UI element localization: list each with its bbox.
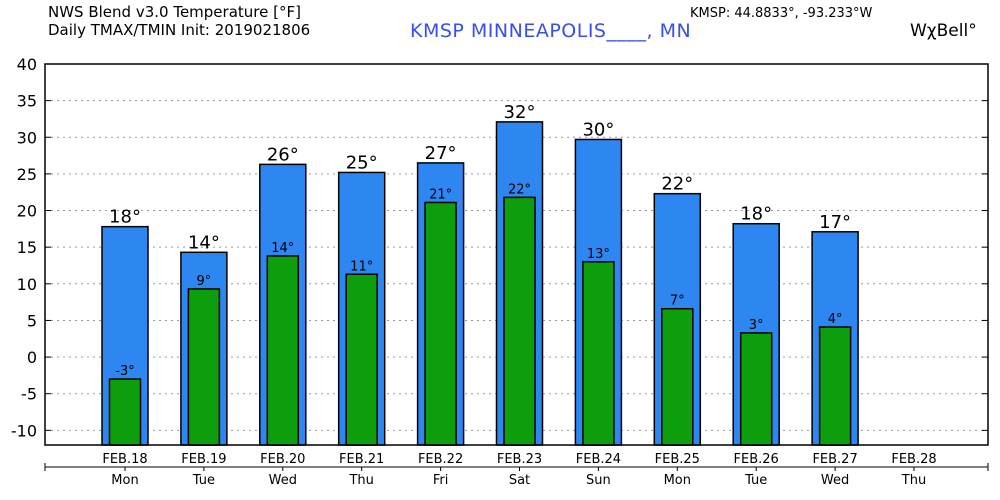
x-weekday-label: Fri [433,473,449,488]
tmin-label: 21° [429,187,452,202]
tmin-label: 9° [197,274,212,289]
tmin-label: 7° [670,294,685,309]
y-tick-label: 25 [17,165,37,184]
x-weekday-label: Thu [348,473,373,488]
tmin-bar [818,326,852,446]
y-tick-label: 30 [17,128,37,147]
x-date-label: FEB.21 [339,452,384,467]
plot-frame [44,63,989,446]
tmin-bar [739,332,773,446]
x-date-label: FEB.28 [891,452,936,467]
x-date-label: FEB.24 [576,452,621,467]
tmax-label: 25° [346,152,378,173]
x-weekday-label: Sun [586,473,611,488]
tmin-bar [108,378,142,446]
y-tick-label: 5 [27,311,37,330]
tmax-label: 18° [109,207,141,228]
x-weekday-label: Mon [111,473,138,488]
tmax-label: 22° [661,174,693,195]
x-weekday-label: Tue [192,473,215,488]
x-date-label: FEB.26 [734,452,779,467]
x-date-label: FEB.22 [418,452,463,467]
tmin-label: -3° [115,364,134,379]
y-tick-label: 20 [17,202,37,221]
tmax-label: 18° [740,204,772,225]
x-date-label: FEB.27 [812,452,857,467]
y-tick-label: -10 [11,421,37,440]
tmin-bar [187,288,221,446]
y-tick-label: 0 [27,348,37,367]
station-name: KMSP MINNEAPOLIS____, MN [410,20,692,42]
tmax-label: 27° [425,143,457,164]
x-weekday-label: Tue [744,473,767,488]
tmin-label: 22° [508,182,531,197]
tmin-label: 11° [350,259,373,274]
tmin-bar [424,201,457,446]
x-weekday-label: Mon [664,473,691,488]
y-tick-label: 40 [17,55,37,74]
brand-logo: WχBell° [910,21,977,41]
tmin-bar [345,273,378,446]
tmin-bar [582,261,615,446]
tmax-label: 14° [188,232,220,253]
x-weekday-label: Wed [269,473,297,488]
tmax-label: 32° [504,102,536,123]
x-weekday-label: Thu [901,473,926,488]
x-weekday-label: Sat [509,473,530,488]
axis-layer: 40 35 30 25 20 15 10 5 0 -5 -10 FEB.18 Mon FEB.19 Tue F… [11,55,989,488]
bars-layer: 18° -3° 14° 9° 26° 14° 25° 11° 27° 21° 32° 22° 30° 13… [101,102,859,446]
x-date-label: FEB.20 [260,452,305,467]
y-tick-label: -5 [21,385,37,404]
tmin-label: 4° [828,312,843,327]
tmax-label: 30° [582,119,614,140]
tmin-bar [266,255,300,446]
chart-title: NWS Blend v3.0 Temperature [°F] [48,3,301,21]
x-date-label: FEB.25 [655,452,700,467]
x-weekday-label: Wed [821,473,849,488]
tmin-label: 14° [271,241,294,256]
x-date-label: FEB.23 [497,452,542,467]
tmin-bar [661,307,694,446]
tmin-bar [503,196,536,446]
y-tick-label: 35 [17,92,37,111]
y-tick-label: 10 [17,275,37,294]
x-date-label: FEB.19 [181,452,226,467]
y-tick-label: 15 [17,238,37,257]
tmax-label: 26° [267,144,299,165]
tmin-label: 13° [587,247,610,262]
station-coordinates: KMSP: 44.8833°, -93.233°W [690,6,873,21]
tmin-label: 3° [749,318,764,333]
x-date-label: FEB.18 [102,452,147,467]
chart-subtitle: Daily TMAX/TMIN Init: 2019021806 [48,21,311,39]
tmax-label: 17° [819,212,851,233]
